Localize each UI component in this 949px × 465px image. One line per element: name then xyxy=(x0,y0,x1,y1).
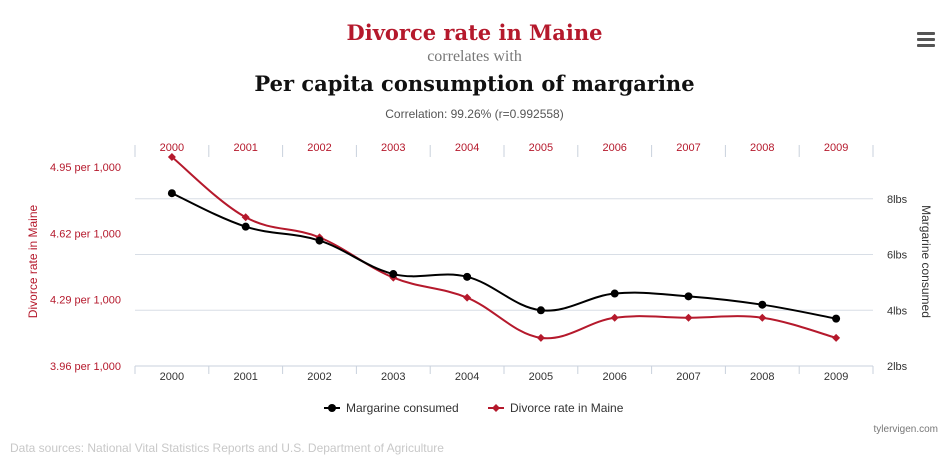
x-tick-label-top: 2003 xyxy=(381,142,405,154)
x-tick-label-bottom: 2001 xyxy=(233,371,257,383)
margarine-point xyxy=(684,292,693,301)
data-sources-note: Data sources: National Vital Statistics … xyxy=(10,441,444,455)
x-tick-label-bottom: 2008 xyxy=(750,371,774,383)
divorce-rate-point xyxy=(832,333,841,342)
margarine-point xyxy=(463,272,472,281)
margarine-point xyxy=(610,289,619,298)
divorce-rate-line xyxy=(171,156,837,340)
x-tick-label-top: 2004 xyxy=(455,142,479,154)
y-right-tick-label: 6lbs xyxy=(887,250,908,262)
correlation-subtitle: Correlation: 99.26% (r=0.992558) xyxy=(385,107,564,121)
legend-label: Margarine consumed xyxy=(346,401,459,415)
y-left-tick-label: 3.96 per 1,000 xyxy=(50,361,121,373)
x-tick-label-bottom: 2002 xyxy=(307,371,331,383)
y-right-tick-label: 2lbs xyxy=(887,361,908,373)
x-tick-label-top: 2007 xyxy=(676,142,700,154)
margarine-point xyxy=(758,300,767,309)
line-chart: 2000 2001 2002 2003 2004 2005 2006 2007 2008 2009… xyxy=(26,142,933,415)
hamburger-menu-icon[interactable] xyxy=(917,32,935,48)
credit-link[interactable]: tylervigen.com xyxy=(873,424,938,435)
y-axis-right: 2lbs 4lbs 6lbs 8lbs Margarine consumed xyxy=(887,194,933,373)
margarine-point xyxy=(832,314,841,323)
x-tick-label-top: 2008 xyxy=(750,142,774,154)
y-right-tick-label: 4lbs xyxy=(887,305,908,317)
x-tick-label-bottom: 2007 xyxy=(676,371,700,383)
x-tick-label-top: 2006 xyxy=(602,142,626,154)
x-axis-top: 2000 2001 2002 2003 2004 2005 2006 2007 2008 2009 xyxy=(160,142,849,154)
chart-connector-text: correlates with xyxy=(427,48,522,65)
y-left-tick-label: 4.62 per 1,000 xyxy=(50,228,121,240)
margarine-point xyxy=(389,270,398,279)
x-tick-label-top: 2005 xyxy=(529,142,553,154)
y-right-axis-title: Margarine consumed xyxy=(919,205,933,318)
y-right-tick-label: 8lbs xyxy=(887,194,908,206)
divorce-rate-point xyxy=(610,313,619,322)
margarine-point xyxy=(315,236,324,245)
x-tick-label-bottom: 2004 xyxy=(455,371,479,383)
y-left-tick-label: 4.95 per 1,000 xyxy=(50,162,121,174)
x-tick-label-bottom: 2000 xyxy=(160,371,184,383)
menu-bar xyxy=(917,32,935,35)
x-tick-label-top: 2000 xyxy=(160,142,184,154)
legend-label: Divorce rate in Maine xyxy=(510,401,624,415)
legend-item-margarine[interactable]: Margarine consumed xyxy=(324,401,459,415)
legend-item-divorce[interactable]: Divorce rate in Maine xyxy=(488,401,624,415)
x-tick-label-bottom: 2006 xyxy=(602,371,626,383)
menu-bar xyxy=(917,44,935,47)
menu-bar xyxy=(917,38,935,41)
margarine-line xyxy=(171,192,837,320)
divorce-rate-point xyxy=(241,213,250,222)
x-tick-label-top: 2009 xyxy=(824,142,848,154)
margarine-point xyxy=(536,306,545,315)
margarine-point xyxy=(241,222,250,231)
legend-diamond-marker xyxy=(492,404,500,412)
legend-circle-marker xyxy=(328,404,336,412)
x-tick-label-bottom: 2009 xyxy=(824,371,848,383)
chart-title-secondary: Per capita consumption of margarine xyxy=(254,71,695,96)
x-tick-label-top: 2001 xyxy=(233,142,257,154)
x-tick-label-bottom: 2005 xyxy=(529,371,553,383)
divorce-rate-point xyxy=(684,313,693,322)
x-axis-bottom: 2000 2001 2002 2003 2004 2005 2006 2007 2008 2009 xyxy=(160,371,849,383)
legend: Margarine consumed Divorce rate in Maine xyxy=(324,401,624,415)
margarine-point xyxy=(167,189,176,198)
y-axis-left: 3.96 per 1,000 4.29 per 1,000 4.62 per 1,0… xyxy=(26,162,121,373)
series-layer xyxy=(167,153,841,342)
y-left-axis-title: Divorce rate in Maine xyxy=(26,204,40,318)
divorce-rate-point xyxy=(536,333,545,342)
divorce-rate-point xyxy=(167,153,176,161)
divorce-rate-point xyxy=(463,293,472,302)
divorce-rate-point xyxy=(758,313,767,322)
chart-grid xyxy=(134,145,874,374)
x-tick-label-top: 2002 xyxy=(307,142,331,154)
x-tick-label-bottom: 2003 xyxy=(381,371,405,383)
chart-title-primary: Divorce rate in Maine xyxy=(346,20,603,45)
y-left-tick-label: 4.29 per 1,000 xyxy=(50,295,121,307)
